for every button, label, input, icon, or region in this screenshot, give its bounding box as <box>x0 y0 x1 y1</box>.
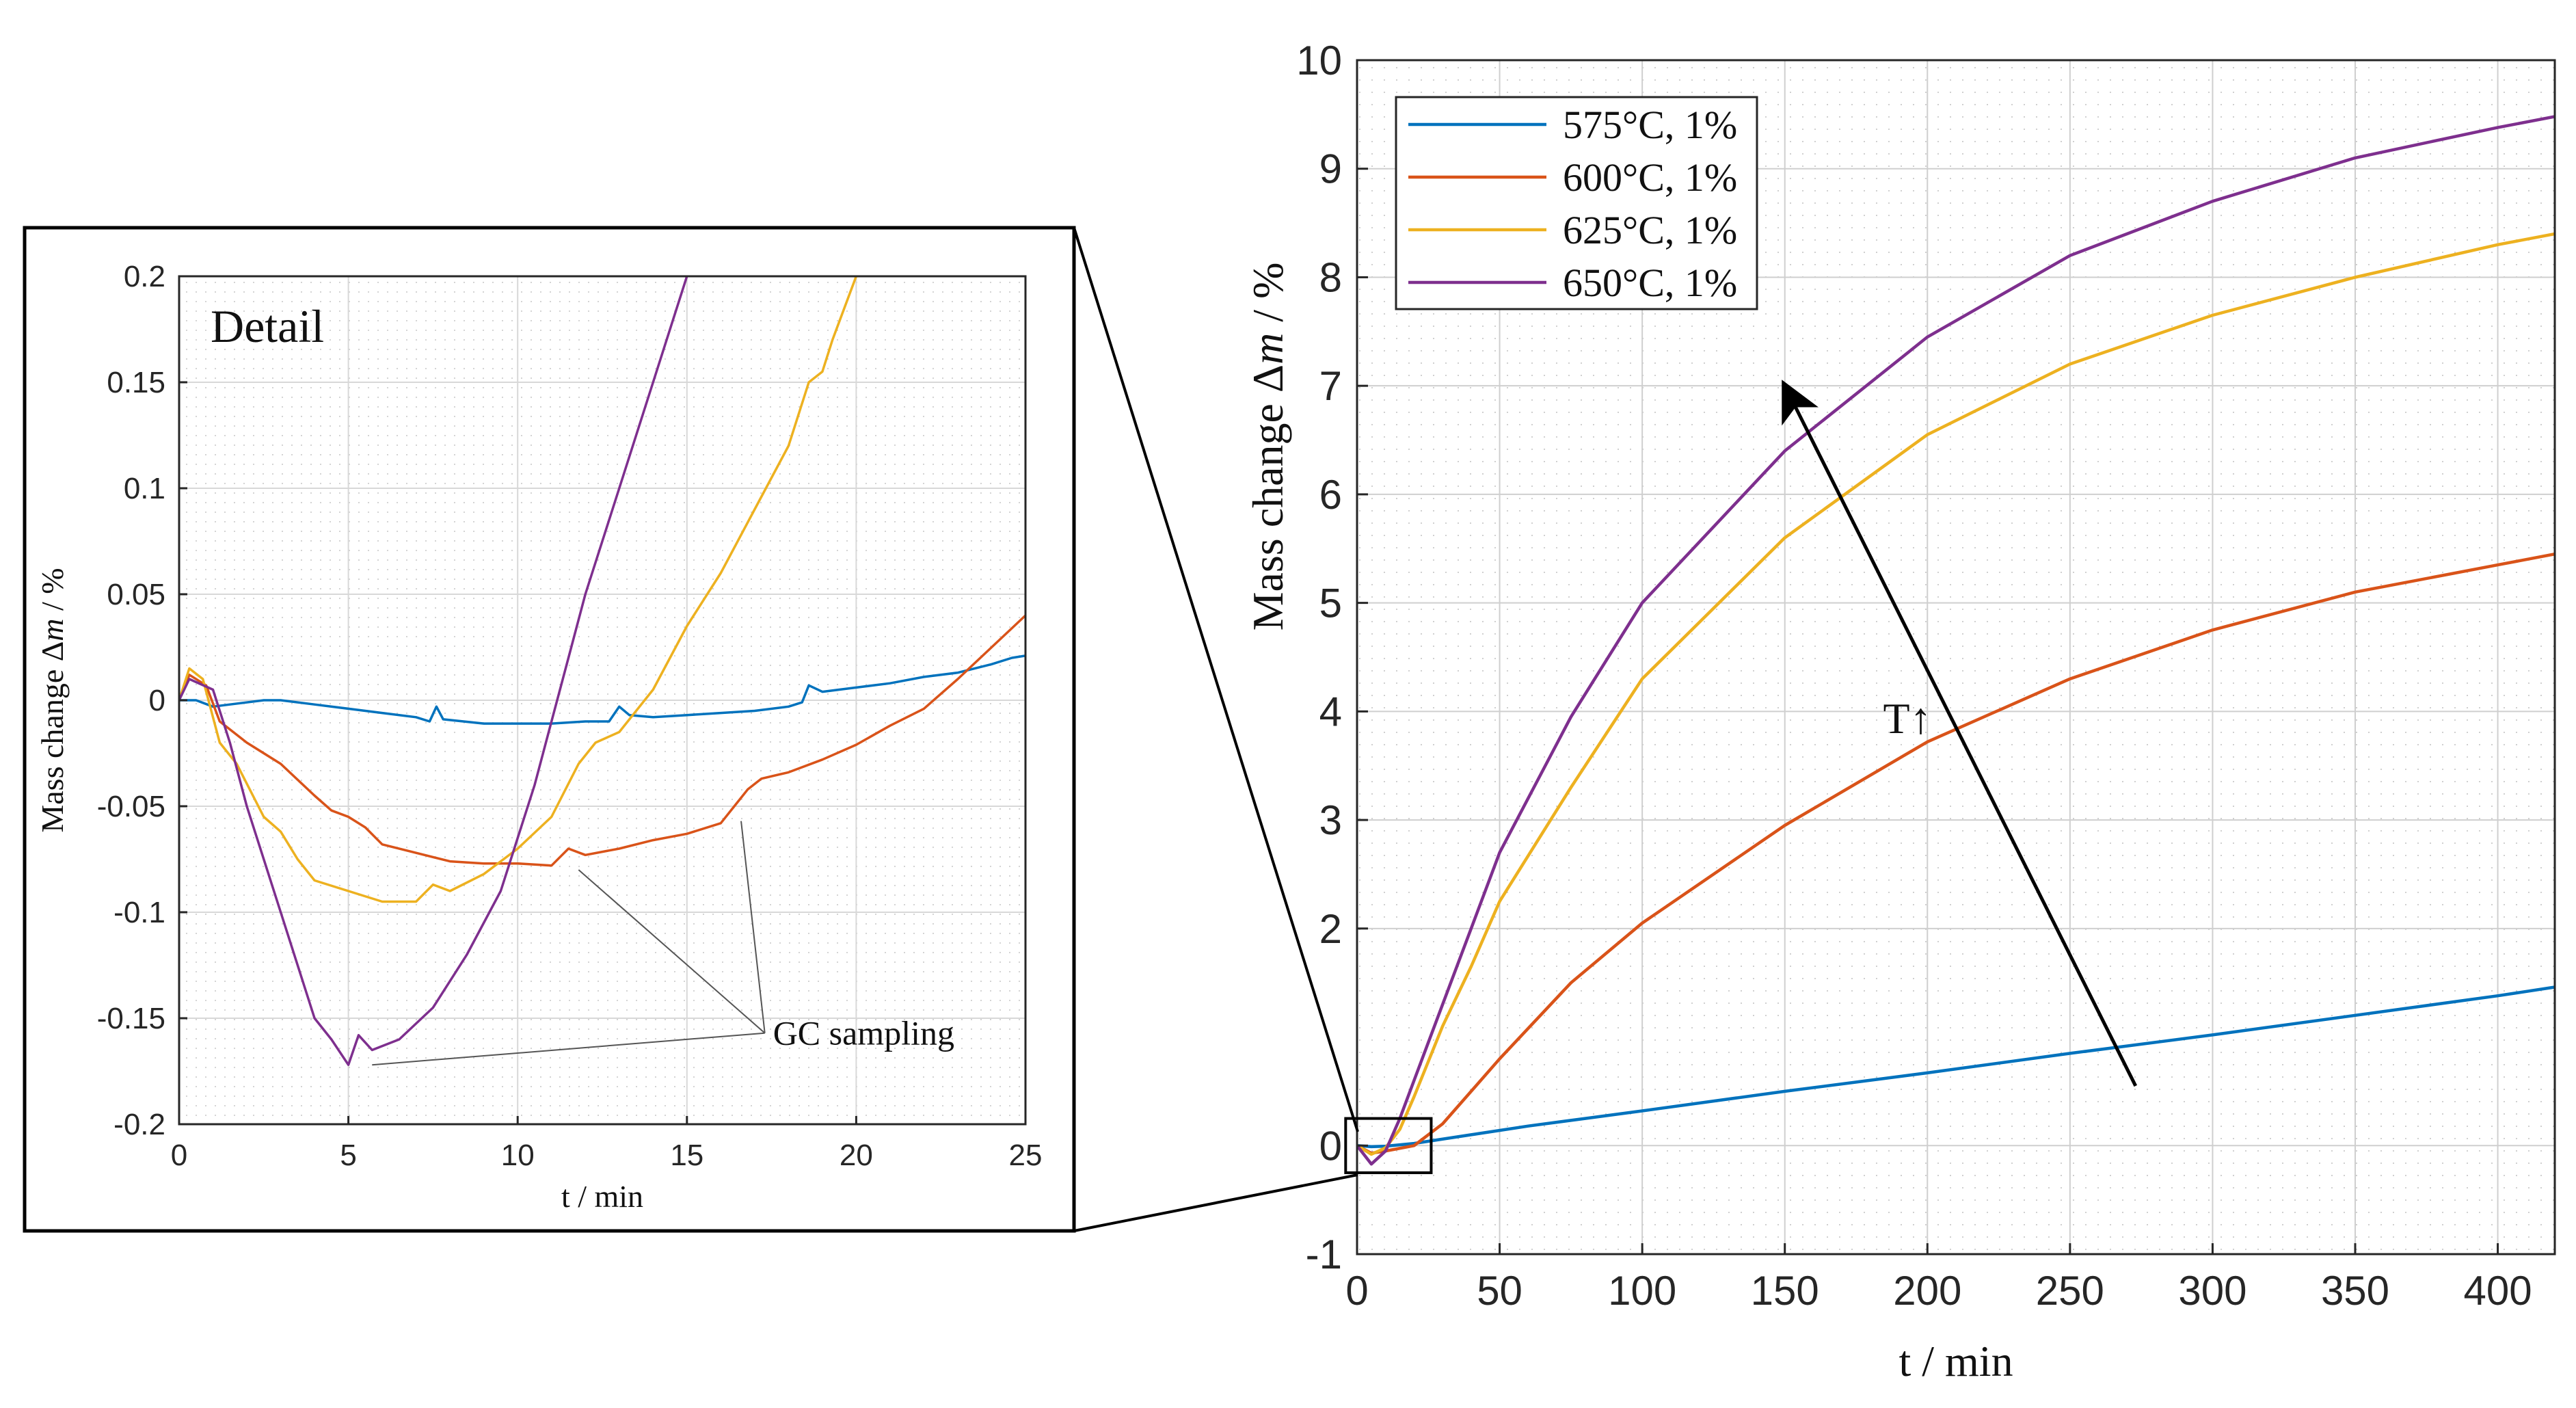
detail-zoom-box <box>1344 1117 1433 1174</box>
inset-title: Detail <box>211 300 324 352</box>
legend: 575°C, 1% 600°C, 1% 625°C, 1% 650°C, 1% <box>1395 96 1758 310</box>
main-x-tick-label: 100 <box>1608 1268 1676 1314</box>
main-series-line <box>1357 552 2555 1155</box>
inset-y-tick-label: -0.2 <box>113 1108 165 1141</box>
main-axes-box <box>1356 59 2556 1256</box>
inset-x-tick-label: 25 <box>1009 1139 1043 1172</box>
main-y-tick-label: -1 <box>1306 1232 1342 1277</box>
main-y-tick-label: 9 <box>1319 146 1342 192</box>
inset-y-ticks: -0.2 -0.15 -0.1 -0.05 0 0.05 0.1 0.15 0.2 <box>97 260 187 1141</box>
main-x-tick-label: 50 <box>1477 1268 1522 1314</box>
main-x-ticks: 0 50 100 150 200 250 300 350 400 <box>1345 1243 2532 1314</box>
legend-box <box>1395 96 1758 310</box>
inset-y-tick-label: 0.05 <box>107 578 165 611</box>
main-series-line <box>1357 115 2555 1166</box>
main-y-tick-label: 5 <box>1319 581 1342 626</box>
main-y-tick-label: 7 <box>1319 363 1342 409</box>
inset-x-ticks: 0 5 10 15 20 25 <box>171 1116 1043 1172</box>
gc-sampling-leader-lines <box>372 821 766 1066</box>
main-x-tick-label: 250 <box>2036 1268 2104 1314</box>
inset-x-axis-label: t / min <box>561 1179 643 1214</box>
main-series-group <box>1357 115 2555 1166</box>
inset-series-line <box>179 276 688 1066</box>
inset-y-tick-label: -0.15 <box>97 1002 165 1035</box>
gc-leader-line <box>372 1032 765 1066</box>
legend-label: 600°C, 1% <box>1563 155 1737 200</box>
temperature-annotation: T↑ <box>1883 694 1932 743</box>
main-y-tick-label: 0 <box>1319 1123 1342 1169</box>
inset-x-tick-label: 5 <box>340 1139 356 1172</box>
inset-y-tick-label: 0.15 <box>107 366 165 399</box>
inset-y-tick-label: -0.1 <box>113 896 165 929</box>
legend-label: 575°C, 1% <box>1563 103 1737 147</box>
inset-x-tick-label: 20 <box>840 1139 873 1172</box>
gc-leader-line <box>740 821 766 1033</box>
connector-line-top <box>1073 227 1359 1132</box>
main-x-axis-label: t / min <box>1899 1337 2013 1385</box>
gc-leader-line <box>578 869 766 1034</box>
inset-x-tick-label: 0 <box>171 1139 187 1172</box>
main-x-tick-label: 200 <box>1893 1268 1961 1314</box>
legend-label: 625°C, 1% <box>1563 208 1737 252</box>
legend-label: 650°C, 1% <box>1563 261 1737 305</box>
main-series-line <box>1357 232 2555 1156</box>
main-y-axis-label-var: m <box>1244 333 1292 364</box>
inset-y-tick-label: -0.05 <box>97 790 165 823</box>
main-y-tick-label: 3 <box>1319 797 1342 843</box>
main-y-axis-label-prefix: Mass change Δ <box>1244 364 1292 631</box>
main-x-tick-label: 150 <box>1751 1268 1819 1314</box>
main-x-tick-label: 0 <box>1345 1268 1368 1314</box>
main-y-axis-label-unit: / % <box>1244 263 1292 333</box>
inset-series-line <box>179 614 1025 867</box>
main-x-tick-label: 350 <box>2321 1268 2389 1314</box>
gc-sampling-annotation: GC sampling <box>773 1014 954 1052</box>
inset-x-tick-label: 10 <box>501 1139 535 1172</box>
main-y-ticks: -1 0 2 3 4 5 6 7 8 9 10 <box>1296 38 1368 1277</box>
inset-y-axis-label-prefix: Mass change Δ <box>35 641 70 833</box>
inset-y-tick-label: 0 <box>149 684 165 717</box>
main-y-tick-label: 10 <box>1296 38 1342 83</box>
main-y-tick-label: 8 <box>1319 254 1342 300</box>
main-y-axis-label: Mass change Δm / % <box>1244 263 1292 631</box>
inset-y-axis-label-var: m <box>35 618 70 641</box>
main-y-tick-label: 2 <box>1319 906 1342 952</box>
inset-series-line <box>179 276 858 903</box>
connector-line-bottom <box>1073 1173 1358 1232</box>
main-x-tick-label: 300 <box>2178 1268 2246 1314</box>
inset-y-tick-label: 0.2 <box>124 260 165 293</box>
inset-x-tick-label: 15 <box>670 1139 703 1172</box>
detail-inset: 0 5 10 15 20 25 -0.2 -0.15 -0.1 -0.05 0 0.05 0.1 0.1… <box>23 226 1076 1233</box>
inset-y-axis-label-unit: / % <box>35 568 70 618</box>
legend-items: 575°C, 1% 600°C, 1% 625°C, 1% 650°C, 1% <box>1408 103 1737 305</box>
inset-series-line <box>179 654 1025 725</box>
inset-y-tick-label: 0.1 <box>124 472 165 505</box>
inset-y-axis-label: Mass change Δm / % <box>35 568 70 832</box>
main-series-line <box>1357 985 2555 1149</box>
main-x-tick-label: 400 <box>2464 1268 2532 1314</box>
temperature-arrow <box>1782 380 2138 1087</box>
inset-series-group <box>179 276 1025 1066</box>
main-y-tick-label: 6 <box>1319 472 1342 518</box>
main-y-tick-label: 4 <box>1319 689 1342 734</box>
